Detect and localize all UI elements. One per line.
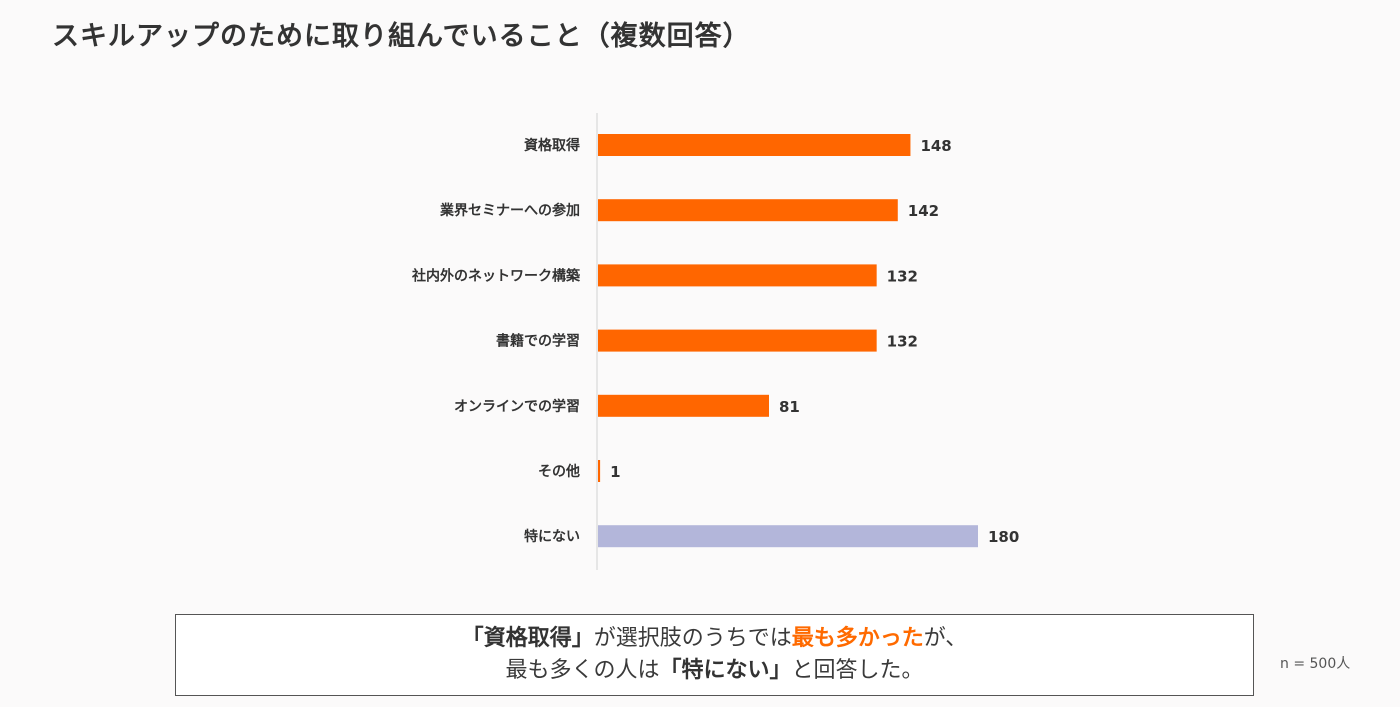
callout-accent-text: 最も多かった: [791, 626, 924, 651]
value-label: 132: [887, 333, 918, 351]
category-label: 資格取得: [524, 137, 580, 154]
summary-callout: 「資格取得」が選択肢のうちでは最も多かったが、 最も多くの人は「特にない」と回答…: [175, 614, 1254, 696]
bar: [598, 134, 911, 156]
value-label: 180: [988, 528, 1019, 546]
callout-line-1: 「資格取得」が選択肢のうちでは最も多かったが、: [176, 623, 1253, 655]
sample-size-note: n = 500人: [1280, 656, 1351, 672]
value-label: 81: [779, 398, 800, 416]
callout-text: 最も多くの人は: [505, 658, 660, 683]
value-label: 132: [887, 267, 918, 285]
callout-line-2: 最も多くの人は「特にない」と回答した。: [176, 655, 1253, 687]
value-label: 142: [908, 202, 939, 220]
bar: [598, 525, 978, 548]
chart-title: スキルアップのために取り組んでいること（複数回答）: [52, 21, 751, 52]
bar: [598, 394, 769, 417]
callout-text: が選択肢のうちでは: [593, 626, 792, 651]
callout-text: と回答した。: [791, 658, 924, 683]
bar: [598, 264, 877, 287]
category-label: 業界セミナーへの参加: [439, 202, 580, 219]
value-label: 1: [610, 463, 620, 481]
bar-chart: 資格取得 148 業界セミナーへの参加 142 社内外のネットワーク構築 132 書籍での学…: [411, 113, 1019, 570]
category-label: 社内外のネットワーク構築: [411, 267, 581, 284]
category-label: 特にない: [524, 528, 580, 545]
value-label: 148: [920, 137, 951, 155]
category-label: オンラインでの学習: [454, 398, 580, 415]
callout-quote-close: 」: [769, 658, 792, 683]
callout-bold-term: 資格取得: [483, 626, 572, 651]
bar: [598, 329, 877, 352]
callout-quote-open: 「: [659, 658, 682, 683]
callout-quote-open: 「: [461, 626, 484, 651]
bar: [598, 460, 601, 482]
bar: [598, 199, 898, 222]
callout-bold-term: 特にない: [681, 658, 770, 683]
category-label: その他: [538, 463, 580, 480]
callout-quote-close: 」: [571, 626, 594, 651]
callout-text: が、: [923, 626, 968, 651]
category-label: 書籍での学習: [496, 333, 580, 350]
